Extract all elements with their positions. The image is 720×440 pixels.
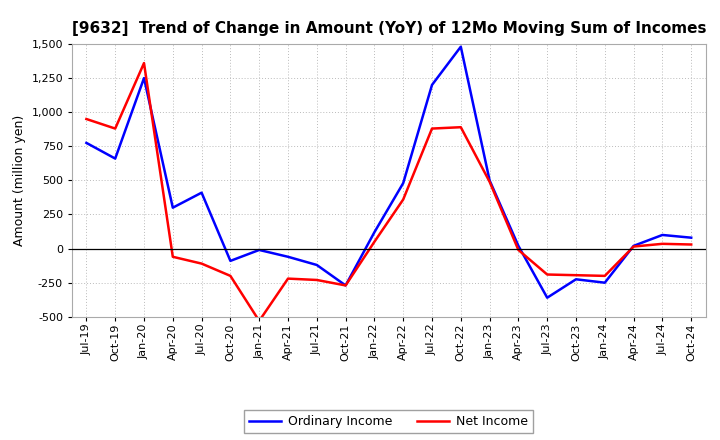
Ordinary Income [197, 190, 206, 195]
Net Income [543, 272, 552, 277]
Legend: Ordinary Income, Net Income: Ordinary Income, Net Income [244, 411, 534, 433]
Net Income [600, 273, 609, 279]
Net Income [687, 242, 696, 247]
Ordinary Income [629, 243, 638, 249]
Net Income [370, 239, 379, 244]
Ordinary Income [284, 254, 292, 260]
Ordinary Income [370, 230, 379, 235]
Net Income [140, 60, 148, 66]
Net Income [168, 254, 177, 260]
Net Income [226, 273, 235, 279]
Ordinary Income [687, 235, 696, 240]
Net Income [514, 247, 523, 253]
Net Income [284, 276, 292, 281]
Ordinary Income [543, 295, 552, 301]
Ordinary Income [82, 140, 91, 146]
Ordinary Income [456, 44, 465, 49]
Ordinary Income [140, 75, 148, 81]
Ordinary Income [226, 258, 235, 264]
Ordinary Income [255, 247, 264, 253]
Net Income [82, 116, 91, 121]
Net Income [197, 261, 206, 266]
Net Income [111, 126, 120, 131]
Ordinary Income [572, 277, 580, 282]
Net Income [399, 197, 408, 202]
Line: Ordinary Income: Ordinary Income [86, 47, 691, 298]
Net Income [658, 241, 667, 246]
Ordinary Income [312, 262, 321, 268]
Y-axis label: Amount (million yen): Amount (million yen) [13, 115, 26, 246]
Net Income [485, 179, 494, 184]
Net Income [341, 283, 350, 288]
Ordinary Income [514, 243, 523, 249]
Ordinary Income [428, 82, 436, 88]
Ordinary Income [485, 178, 494, 183]
Ordinary Income [111, 156, 120, 161]
Net Income [312, 277, 321, 282]
Ordinary Income [600, 280, 609, 286]
Net Income [255, 318, 264, 323]
Ordinary Income [168, 205, 177, 210]
Line: Net Income: Net Income [86, 63, 691, 321]
Net Income [572, 272, 580, 278]
Net Income [456, 125, 465, 130]
Ordinary Income [341, 283, 350, 288]
Ordinary Income [658, 232, 667, 238]
Ordinary Income [399, 180, 408, 186]
Net Income [629, 244, 638, 249]
Net Income [428, 126, 436, 131]
Title: [9632]  Trend of Change in Amount (YoY) of 12Mo Moving Sum of Incomes: [9632] Trend of Change in Amount (YoY) o… [71, 21, 706, 36]
